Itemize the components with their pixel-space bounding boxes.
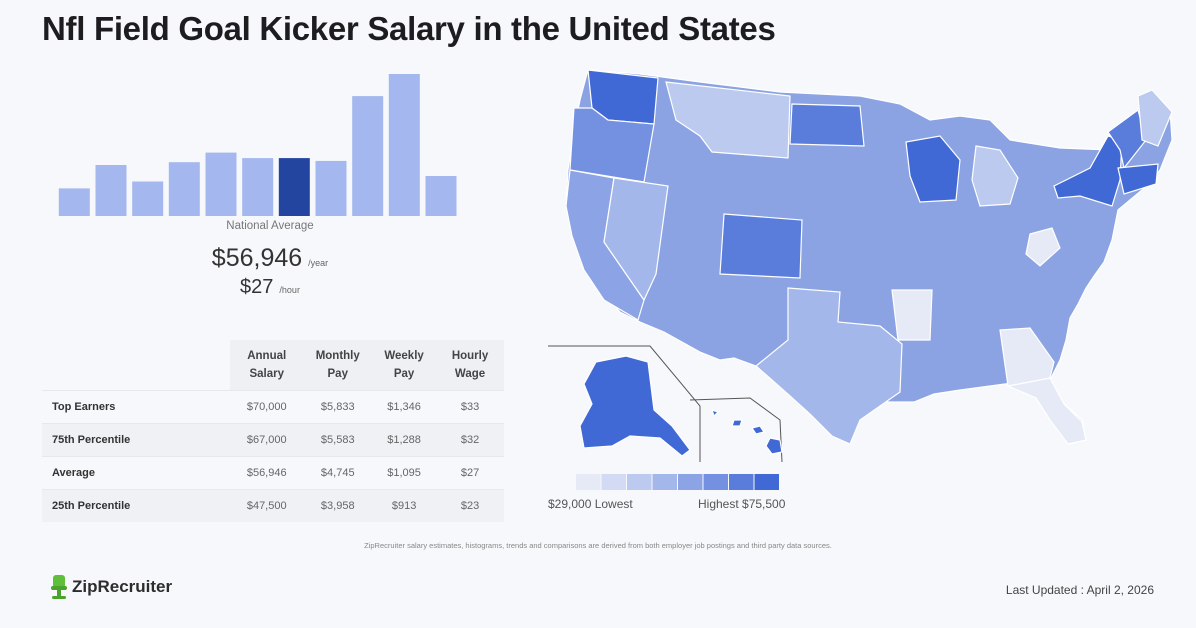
table-cell: $32: [436, 423, 504, 457]
last-updated-date: Last Updated : April 2, 2026: [1005, 583, 1154, 597]
hourly-wage-value: $27: [240, 276, 274, 298]
legend-swatch: [627, 474, 652, 490]
table-cell: $27: [436, 456, 504, 490]
state-north-dakota: [789, 103, 865, 147]
page-title: Nfl Field Goal Kicker Salary in the Unit…: [42, 10, 776, 47]
table-cell: Average: [42, 456, 230, 490]
table-row: 75th Percentile $67,000 $5,583 $1,288 $3…: [42, 423, 504, 457]
us-salary-map: [548, 69, 1173, 490]
legend-highest-label: Highest $75,500: [698, 497, 786, 511]
histogram-bar: [388, 74, 420, 216]
legend-swatch: [754, 474, 779, 490]
logo-wordmark: ZipRecruiter: [72, 577, 173, 596]
histogram-bar: [132, 181, 164, 216]
state-wisconsin: [905, 135, 961, 203]
legend-lowest-label: $29,000 Lowest: [548, 497, 633, 511]
state-georgia: [999, 327, 1055, 387]
table-cell: $70,000: [230, 390, 304, 424]
histogram-bar: [205, 152, 237, 216]
map-legend-swatches: [576, 474, 779, 490]
state-texas: [755, 287, 903, 445]
legend-swatch: [601, 474, 626, 490]
legend-swatch: [678, 474, 703, 490]
table-cell: 75th Percentile: [42, 423, 230, 457]
hourly-unit: /hour: [279, 285, 300, 295]
state-michigan: [971, 145, 1019, 207]
table-cell: $913: [372, 489, 437, 522]
hawaii-inset-border: [689, 397, 783, 463]
table-header-monthly: Monthly Pay: [303, 340, 373, 391]
state-florida: [1005, 377, 1087, 445]
annual-salary-value: $56,946: [211, 244, 303, 272]
histogram-bar: [168, 162, 200, 216]
state-hawaii: [711, 409, 783, 455]
annual-unit: /year: [308, 258, 329, 268]
state-maine: [1137, 89, 1173, 147]
state-colorado: [719, 213, 803, 279]
state-new-york: [1053, 135, 1123, 207]
table-cell: 25th Percentile: [42, 489, 230, 522]
data-source-footnote: ZipRecruiter salary estimates, histogram…: [364, 541, 832, 550]
legend-swatch: [729, 474, 754, 490]
histogram-bar: [242, 158, 274, 216]
table-header-blank: [42, 340, 230, 391]
table-header-hourly: Hourly Wage: [436, 340, 504, 391]
table-cell: $5,583: [303, 423, 373, 457]
table-row: Average $56,946 $4,745 $1,095 $27: [42, 456, 504, 490]
alaska-inset-border: [548, 345, 701, 462]
table-cell: $5,833: [303, 390, 373, 424]
table-cell: $23: [436, 489, 504, 522]
table-header-weekly: Weekly Pay: [372, 340, 437, 391]
histogram-bar: [58, 188, 90, 216]
table-cell: $33: [436, 390, 504, 424]
histogram-bar: [315, 160, 347, 216]
state-nevada: [603, 177, 669, 302]
state-montana: [665, 81, 791, 159]
ziprecruiter-logo[interactable]: ZipRecruiter: [50, 574, 172, 600]
histogram-bar: [352, 96, 384, 216]
table-cell: $4,745: [303, 456, 373, 490]
state-alaska: [579, 355, 691, 457]
histogram-bar: [425, 176, 457, 216]
salary-table: Annual Salary Monthly Pay Weekly Pay Hou…: [42, 340, 504, 522]
table-header-annual: Annual Salary: [230, 340, 304, 391]
table-row: Top Earners $70,000 $5,833 $1,346 $33: [42, 390, 504, 424]
histogram-bar-national-average: [278, 158, 310, 216]
table-header-row: Annual Salary Monthly Pay Weekly Pay Hou…: [42, 340, 504, 391]
table-cell: $1,346: [372, 390, 437, 424]
table-cell: $1,095: [372, 456, 437, 490]
table-cell: $1,288: [372, 423, 437, 457]
state-west-virginia: [1025, 227, 1061, 267]
state-vermont-nh: [1107, 108, 1147, 170]
legend-swatch: [652, 474, 677, 490]
table-row: 25th Percentile $47,500 $3,958 $913 $23: [42, 489, 504, 522]
table-cell: Top Earners: [42, 390, 230, 424]
table-cell: $56,946: [230, 456, 304, 490]
national-average-annual: $56,946/year: [150, 244, 390, 273]
state-arkansas: [891, 289, 933, 341]
ziprecruiter-chair-icon: [51, 575, 67, 599]
table-cell: $3,958: [303, 489, 373, 522]
legend-swatch: [703, 474, 728, 490]
legend-swatch: [576, 474, 601, 490]
salary-histogram: [58, 74, 457, 216]
table-cell: $47,500: [230, 489, 304, 522]
state-massachusetts-ct: [1117, 163, 1159, 195]
national-average-hourly: $27/hour: [150, 276, 390, 299]
histogram-bar: [95, 165, 127, 216]
national-average-label: National Average: [226, 220, 314, 232]
table-cell: $67,000: [230, 423, 304, 457]
